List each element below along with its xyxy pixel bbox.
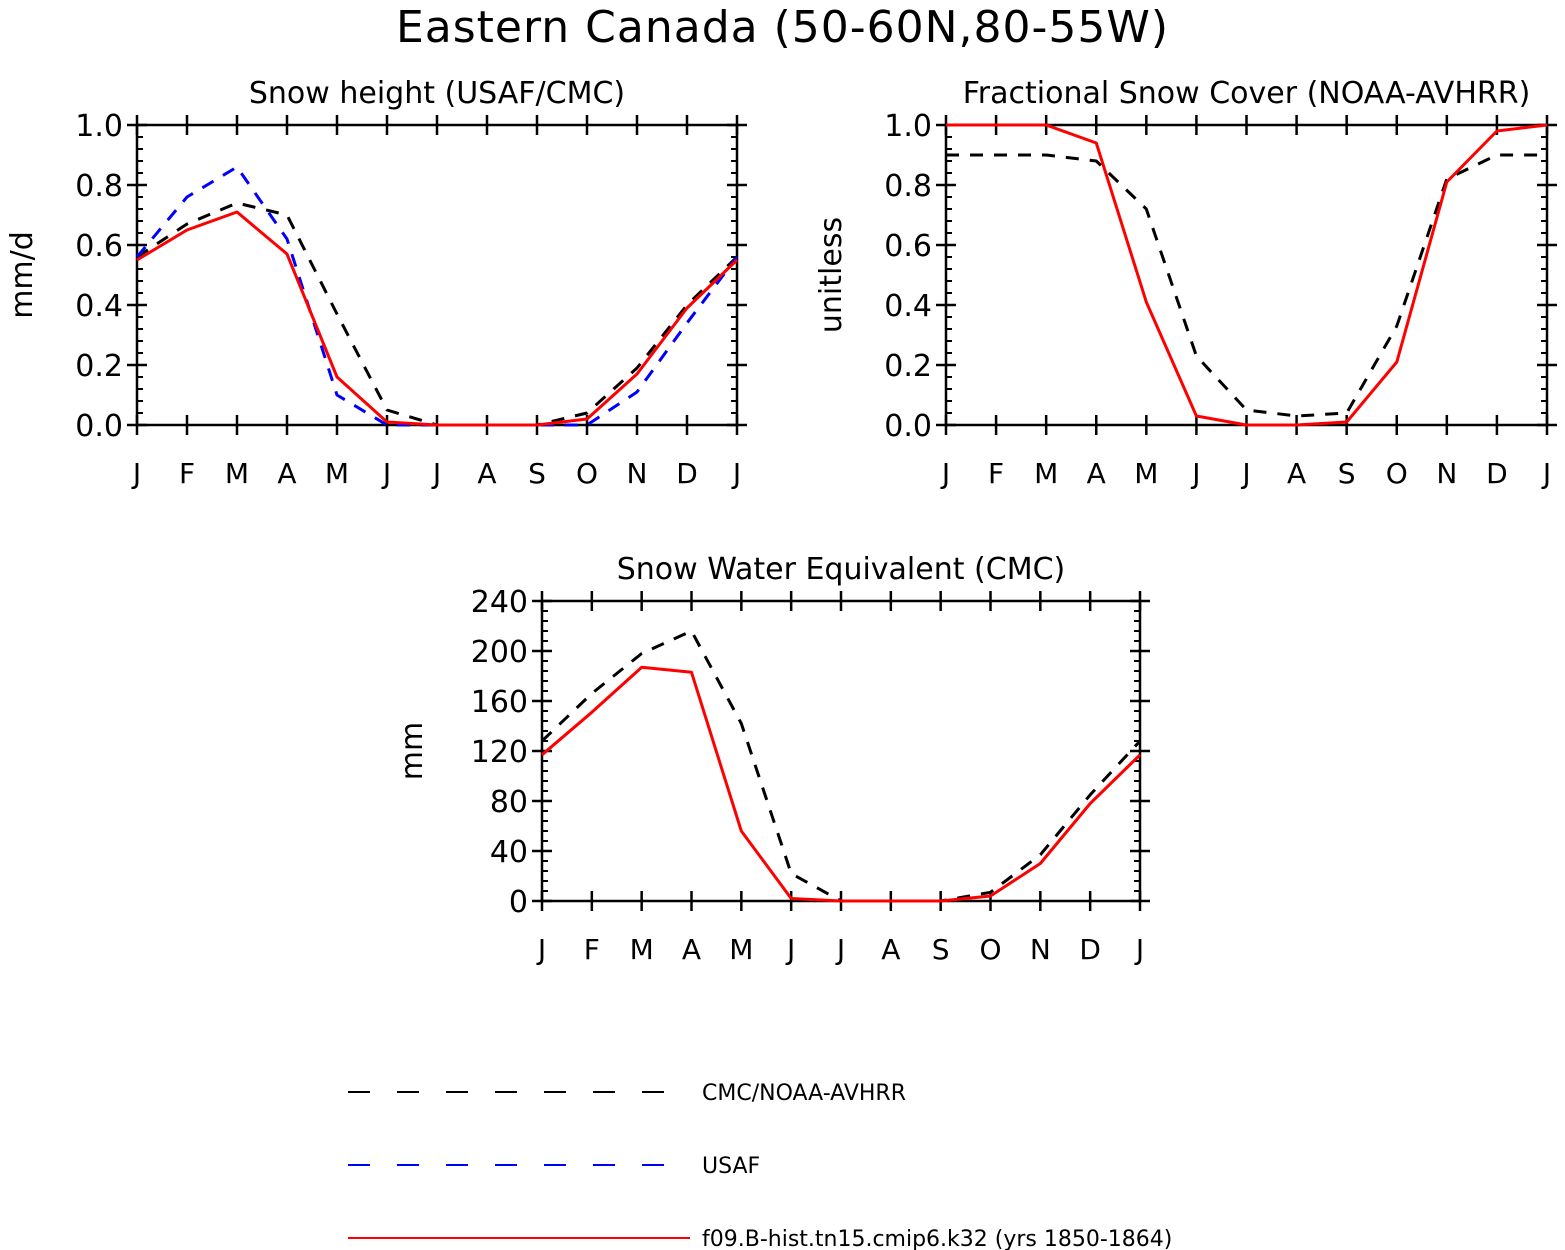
x-tick-label: M [225, 457, 249, 490]
x-tick-label: A [477, 457, 496, 490]
y-axis-label: unitless [814, 217, 849, 333]
x-tick-label: F [584, 933, 600, 966]
x-tick-label: O [576, 457, 598, 490]
y-tick-label: 1.0 [884, 109, 932, 144]
x-tick-label: N [1436, 457, 1457, 490]
x-tick-label: J [1541, 457, 1551, 490]
y-tick-label: 0.4 [75, 289, 123, 324]
x-tick-label: M [1134, 457, 1158, 490]
x-tick-label: M [325, 457, 349, 490]
series-line-usaf [135, 165, 739, 427]
legend: CMC/NOAA-AVHRR USAF f09.B-hist.tn15.cmip6.… [348, 1081, 1172, 1250]
y-tick-label: 0.6 [884, 229, 932, 264]
legend-label: f09.B-hist.tn15.cmip6.k32 (yrs 1850-1864… [702, 1227, 1172, 1250]
x-tick-label: N [627, 457, 648, 490]
series-line-cmc [946, 153, 1547, 418]
y-tick-label: 120 [471, 735, 528, 770]
x-tick-label: D [1079, 933, 1101, 966]
y-tick-label: 0.0 [75, 409, 123, 444]
series-line-f09 [136, 210, 739, 427]
y-tick-label: 80 [490, 785, 528, 820]
legend-label: CMC/NOAA-AVHRR [702, 1081, 906, 1106]
x-tick-label: O [979, 933, 1001, 966]
legend-entry: f09.B-hist.tn15.cmip6.k32 (yrs 1850-1864… [348, 1227, 1172, 1250]
series-line-f09 [541, 665, 1142, 903]
x-tick-label: A [1287, 457, 1306, 490]
figure-title: Eastern Canada (50-60N,80-55W) [395, 2, 1170, 53]
x-tick-label: M [729, 933, 753, 966]
y-tick-label: 1.0 [75, 109, 123, 144]
x-tick-label: J [131, 457, 141, 490]
panel-title: Fractional Snow Cover (NOAA-AVHRR) [963, 76, 1531, 111]
y-tick-label: 0.4 [884, 289, 932, 324]
legend-label: USAF [702, 1154, 760, 1179]
y-tick-label: 0.8 [884, 169, 932, 204]
y-tick-label: 200 [471, 635, 528, 670]
legend-entry: CMC/NOAA-AVHRR [348, 1081, 906, 1106]
y-axis-label: mm [395, 722, 430, 780]
x-tick-label: J [536, 933, 546, 966]
x-tick-label: J [1190, 457, 1200, 490]
y-tick-label: 40 [490, 835, 528, 870]
x-tick-label: M [630, 933, 654, 966]
x-tick-label: A [881, 933, 900, 966]
panel-title: Snow Water Equivalent (CMC) [617, 552, 1065, 587]
plot-frame [540, 599, 1142, 903]
panel-title: Snow height (USAF/CMC) [249, 76, 625, 111]
x-tick-label: A [1087, 457, 1106, 490]
x-tick-label: N [1030, 933, 1051, 966]
x-tick-label: S [1338, 457, 1356, 490]
y-tick-label: 0.2 [884, 349, 932, 384]
y-tick-label: 0.0 [884, 409, 932, 444]
series-line-cmc [136, 201, 739, 427]
y-tick-label: 160 [471, 685, 528, 720]
x-tick-label: J [1134, 933, 1144, 966]
chart-panels: Snow height (USAF/CMC) mm/d 0.0 0.2 0.4 0.6 0.… [5, 76, 1557, 966]
y-axis-label: mm/d [5, 231, 40, 319]
legend-entry: USAF [348, 1154, 760, 1179]
x-tick-label: D [676, 457, 698, 490]
x-tick-label: J [431, 457, 441, 490]
x-tick-label: S [528, 457, 546, 490]
x-tick-label: A [682, 933, 701, 966]
y-tick-label: 0.2 [75, 349, 123, 384]
x-tick-label: J [785, 933, 795, 966]
series-line-f09 [946, 123, 1548, 427]
x-tick-label: F [179, 457, 195, 490]
x-tick-label: J [835, 933, 845, 966]
chart-panel-3: Snow Water Equivalent (CMC) mm 0 40 80 120 160… [395, 552, 1150, 966]
y-tick-label: 0 [509, 885, 528, 920]
chart-panel-2: Fractional Snow Cover (NOAA-AVHRR) unitle… [814, 76, 1557, 490]
x-tick-label: J [381, 457, 391, 490]
y-tick-label: 0.6 [75, 229, 123, 264]
series-line-cmc [540, 629, 1142, 903]
x-tick-label: A [277, 457, 296, 490]
chart-panel-1: Snow height (USAF/CMC) mm/d 0.0 0.2 0.4 0.6 0.… [5, 76, 747, 490]
y-tick-label: 0.8 [75, 169, 123, 204]
x-tick-label: F [988, 457, 1004, 490]
x-tick-label: D [1486, 457, 1508, 490]
x-tick-label: J [940, 457, 950, 490]
x-tick-label: S [932, 933, 950, 966]
x-tick-label: O [1386, 457, 1408, 490]
x-tick-label: M [1034, 457, 1058, 490]
y-tick-label: 240 [471, 585, 528, 620]
x-tick-label: J [731, 457, 741, 490]
x-tick-label: J [1240, 457, 1250, 490]
